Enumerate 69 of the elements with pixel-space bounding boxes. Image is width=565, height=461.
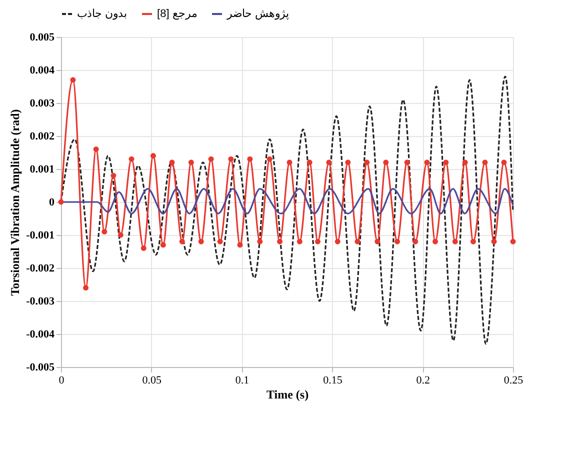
point	[424, 160, 430, 166]
point	[354, 238, 360, 244]
point	[93, 146, 99, 152]
y-axis-title: Torsional Vibration Amplitude (rad)	[8, 109, 22, 296]
point	[277, 238, 283, 244]
x-tick-label: 0.15	[323, 374, 343, 386]
point	[118, 232, 124, 238]
y-tick-label: 0.003	[30, 98, 55, 110]
point	[83, 285, 89, 291]
point	[179, 238, 185, 244]
point	[470, 238, 476, 244]
y-tick-label: 0.001	[30, 164, 54, 176]
point	[257, 238, 263, 244]
point	[286, 160, 292, 166]
point	[217, 238, 223, 244]
point	[334, 238, 340, 244]
y-tick-label: 0	[49, 196, 55, 208]
point	[345, 160, 351, 166]
y-tick-label: 0.005	[30, 32, 55, 44]
point	[58, 199, 64, 205]
point	[208, 156, 214, 162]
y-tick-label: 0.004	[30, 64, 55, 76]
point	[314, 238, 320, 244]
x-axis-title: Time (s)	[266, 388, 309, 402]
y-tick-label: -0.001	[26, 230, 54, 242]
point	[128, 156, 134, 162]
x-tick-label: 0.1	[235, 374, 250, 386]
legend-label: بدون جاذب	[77, 8, 128, 20]
point	[228, 156, 234, 162]
point	[160, 242, 166, 248]
y-tick-label: 0.002	[30, 130, 55, 142]
x-tick-label: 0.25	[504, 374, 524, 386]
point	[326, 160, 332, 166]
point	[306, 160, 312, 166]
point	[501, 160, 507, 166]
point	[188, 160, 194, 166]
point	[491, 238, 497, 244]
point	[374, 238, 380, 244]
y-tick-label: -0.003	[26, 296, 55, 308]
point	[169, 160, 175, 166]
point	[266, 156, 272, 162]
point	[432, 238, 438, 244]
point	[70, 77, 76, 83]
point	[452, 238, 458, 244]
point	[296, 238, 302, 244]
y-tick-label: -0.002	[26, 262, 55, 274]
x-tick-label: 0.05	[142, 374, 162, 386]
x-tick-label: 0.2	[416, 374, 430, 386]
point	[198, 238, 204, 244]
y-tick-label: -0.004	[26, 328, 55, 340]
point	[140, 245, 146, 251]
point	[110, 172, 116, 178]
point	[247, 156, 253, 162]
legend-label: پژوهش حاضر	[226, 8, 290, 20]
point	[462, 160, 468, 166]
x-tick-label: 0	[58, 374, 65, 386]
point	[443, 160, 449, 166]
point	[150, 153, 156, 159]
point	[383, 160, 389, 166]
point	[404, 160, 410, 166]
point	[394, 238, 400, 244]
point	[510, 238, 516, 244]
point	[412, 238, 418, 244]
point	[482, 160, 488, 166]
point	[102, 228, 108, 234]
point	[237, 242, 243, 248]
point	[364, 160, 370, 166]
y-tick-label: -0.005	[26, 362, 55, 374]
legend-label: مرجع [8]	[157, 8, 198, 20]
